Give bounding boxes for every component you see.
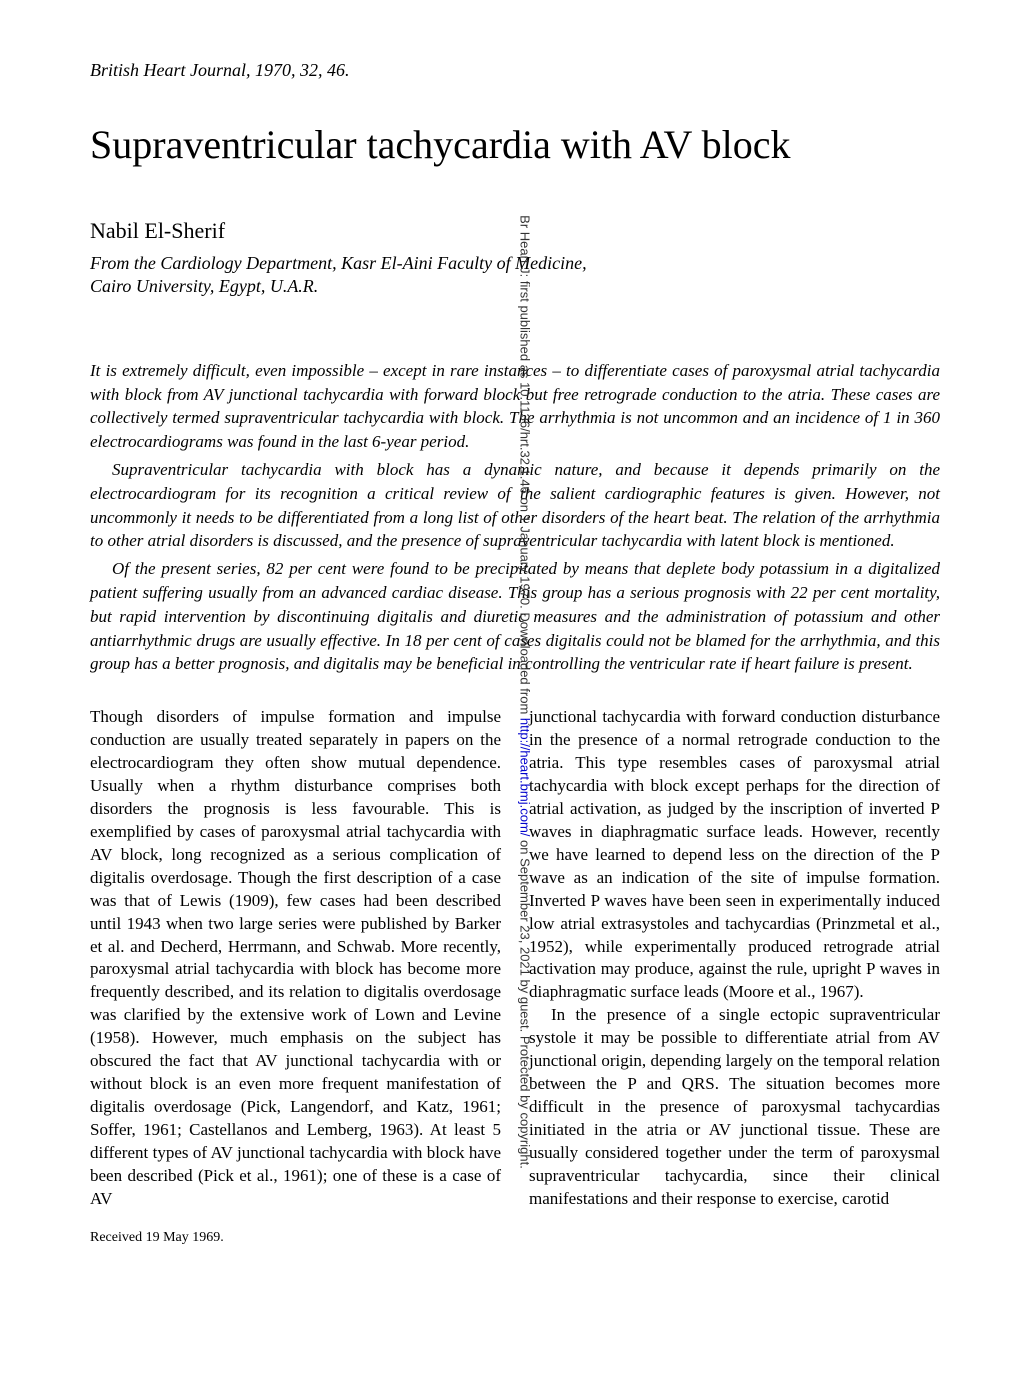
article-title: Supraventricular tachycardia with AV blo… [90, 121, 940, 168]
body-text: Though disorders of impulse formation an… [90, 706, 940, 1248]
sidebar-link[interactable]: http://heart.bmj.com/ [518, 718, 533, 837]
received-date: Received 19 May 1969. [90, 1229, 501, 1248]
abstract: It is extremely difficult, even impossib… [90, 359, 940, 676]
abstract-paragraph-3: Of the present series, 82 per cent were … [90, 557, 940, 676]
abstract-paragraph-2: Supraventricular tachycardia with block … [90, 458, 940, 553]
affiliation-line-1: From the Cardiology Department, Kasr El-… [90, 253, 587, 273]
column-right: junctional tachycardia with forward cond… [529, 706, 940, 1248]
column-left: Though disorders of impulse formation an… [90, 706, 501, 1248]
affiliation: From the Cardiology Department, Kasr El-… [90, 252, 940, 299]
sidebar-prefix: Br Heart J: first published as 10.1136/h… [518, 215, 533, 718]
author-name: Nabil El-Sherif [90, 218, 940, 244]
abstract-paragraph-1: It is extremely difficult, even impossib… [90, 359, 940, 454]
journal-reference: British Heart Journal, 1970, 32, 46. [90, 60, 940, 81]
sidebar-suffix: on September 23, 2021 by guest. Protecte… [518, 836, 533, 1168]
affiliation-line-2: Cairo University, Egypt, U.A.R. [90, 276, 318, 296]
body-paragraph-3: In the presence of a single ectopic supr… [529, 1004, 940, 1210]
body-paragraph-2: junctional tachycardia with forward cond… [529, 706, 940, 1004]
body-paragraph-1: Though disorders of impulse formation an… [90, 706, 501, 1211]
copyright-sidebar: Br Heart J: first published as 10.1136/h… [518, 215, 533, 1169]
